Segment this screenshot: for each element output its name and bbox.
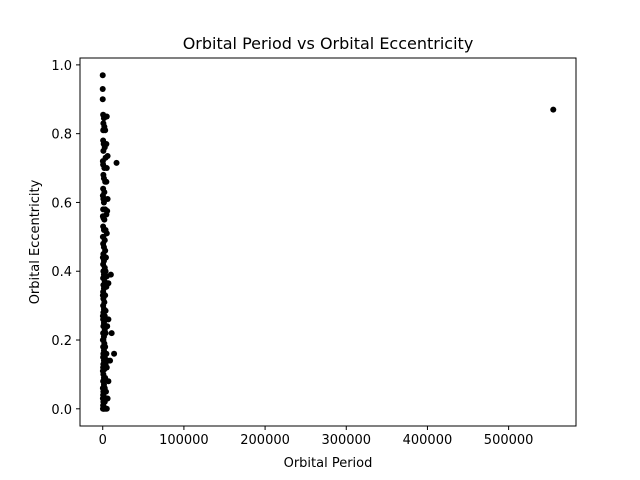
data-point (99, 85, 106, 92)
x-tick-label: 0 (99, 433, 107, 448)
x-axis-title: Orbital Period (284, 456, 373, 471)
data-point (99, 192, 106, 199)
data-point (99, 96, 106, 103)
data-point (99, 72, 106, 79)
x-tick-label: 500000 (484, 433, 534, 448)
data-point (100, 147, 107, 154)
y-tick-label: 0.4 (51, 265, 72, 280)
plot-area-frame (79, 57, 577, 427)
y-tick-label: 0.6 (51, 196, 72, 211)
data-point (550, 106, 557, 113)
data-point (108, 330, 115, 337)
y-tick-label: 1.0 (51, 59, 72, 74)
data-point (102, 127, 109, 134)
chart-title: Orbital Period vs Orbital Eccentricity (183, 34, 474, 53)
data-point (107, 357, 114, 364)
data-point (99, 233, 106, 240)
y-tick-label: 0.0 (51, 403, 72, 418)
data-point (103, 113, 110, 120)
data-point (103, 140, 110, 147)
axis-ticks: 0 100000 200000 300000 400000 500000 0.0 0.2 0.4… (51, 59, 533, 448)
y-tick-label: 0.8 (51, 128, 72, 143)
data-point (111, 350, 118, 357)
x-tick-label: 200000 (240, 433, 290, 448)
x-tick-label: 300000 (321, 433, 371, 448)
y-axis-title: Orbital Eccentricity (28, 179, 43, 304)
data-point (105, 378, 112, 385)
data-point (99, 213, 106, 220)
data-point (99, 395, 106, 402)
data-point (103, 178, 110, 185)
data-point (99, 367, 106, 374)
data-point (99, 385, 106, 392)
data-point (113, 159, 120, 166)
data-points (99, 72, 557, 412)
data-point (103, 364, 110, 371)
data-point (105, 316, 112, 323)
data-point (99, 292, 106, 299)
data-point (99, 158, 106, 165)
data-point (99, 312, 106, 319)
data-point (99, 337, 106, 344)
data-point (103, 165, 110, 172)
data-point (104, 153, 111, 160)
data-point (99, 254, 106, 261)
data-point (100, 199, 107, 206)
x-tick-label: 400000 (403, 433, 453, 448)
x-tick-label: 100000 (159, 433, 209, 448)
data-point (103, 405, 110, 412)
y-tick-label: 0.2 (51, 334, 72, 349)
